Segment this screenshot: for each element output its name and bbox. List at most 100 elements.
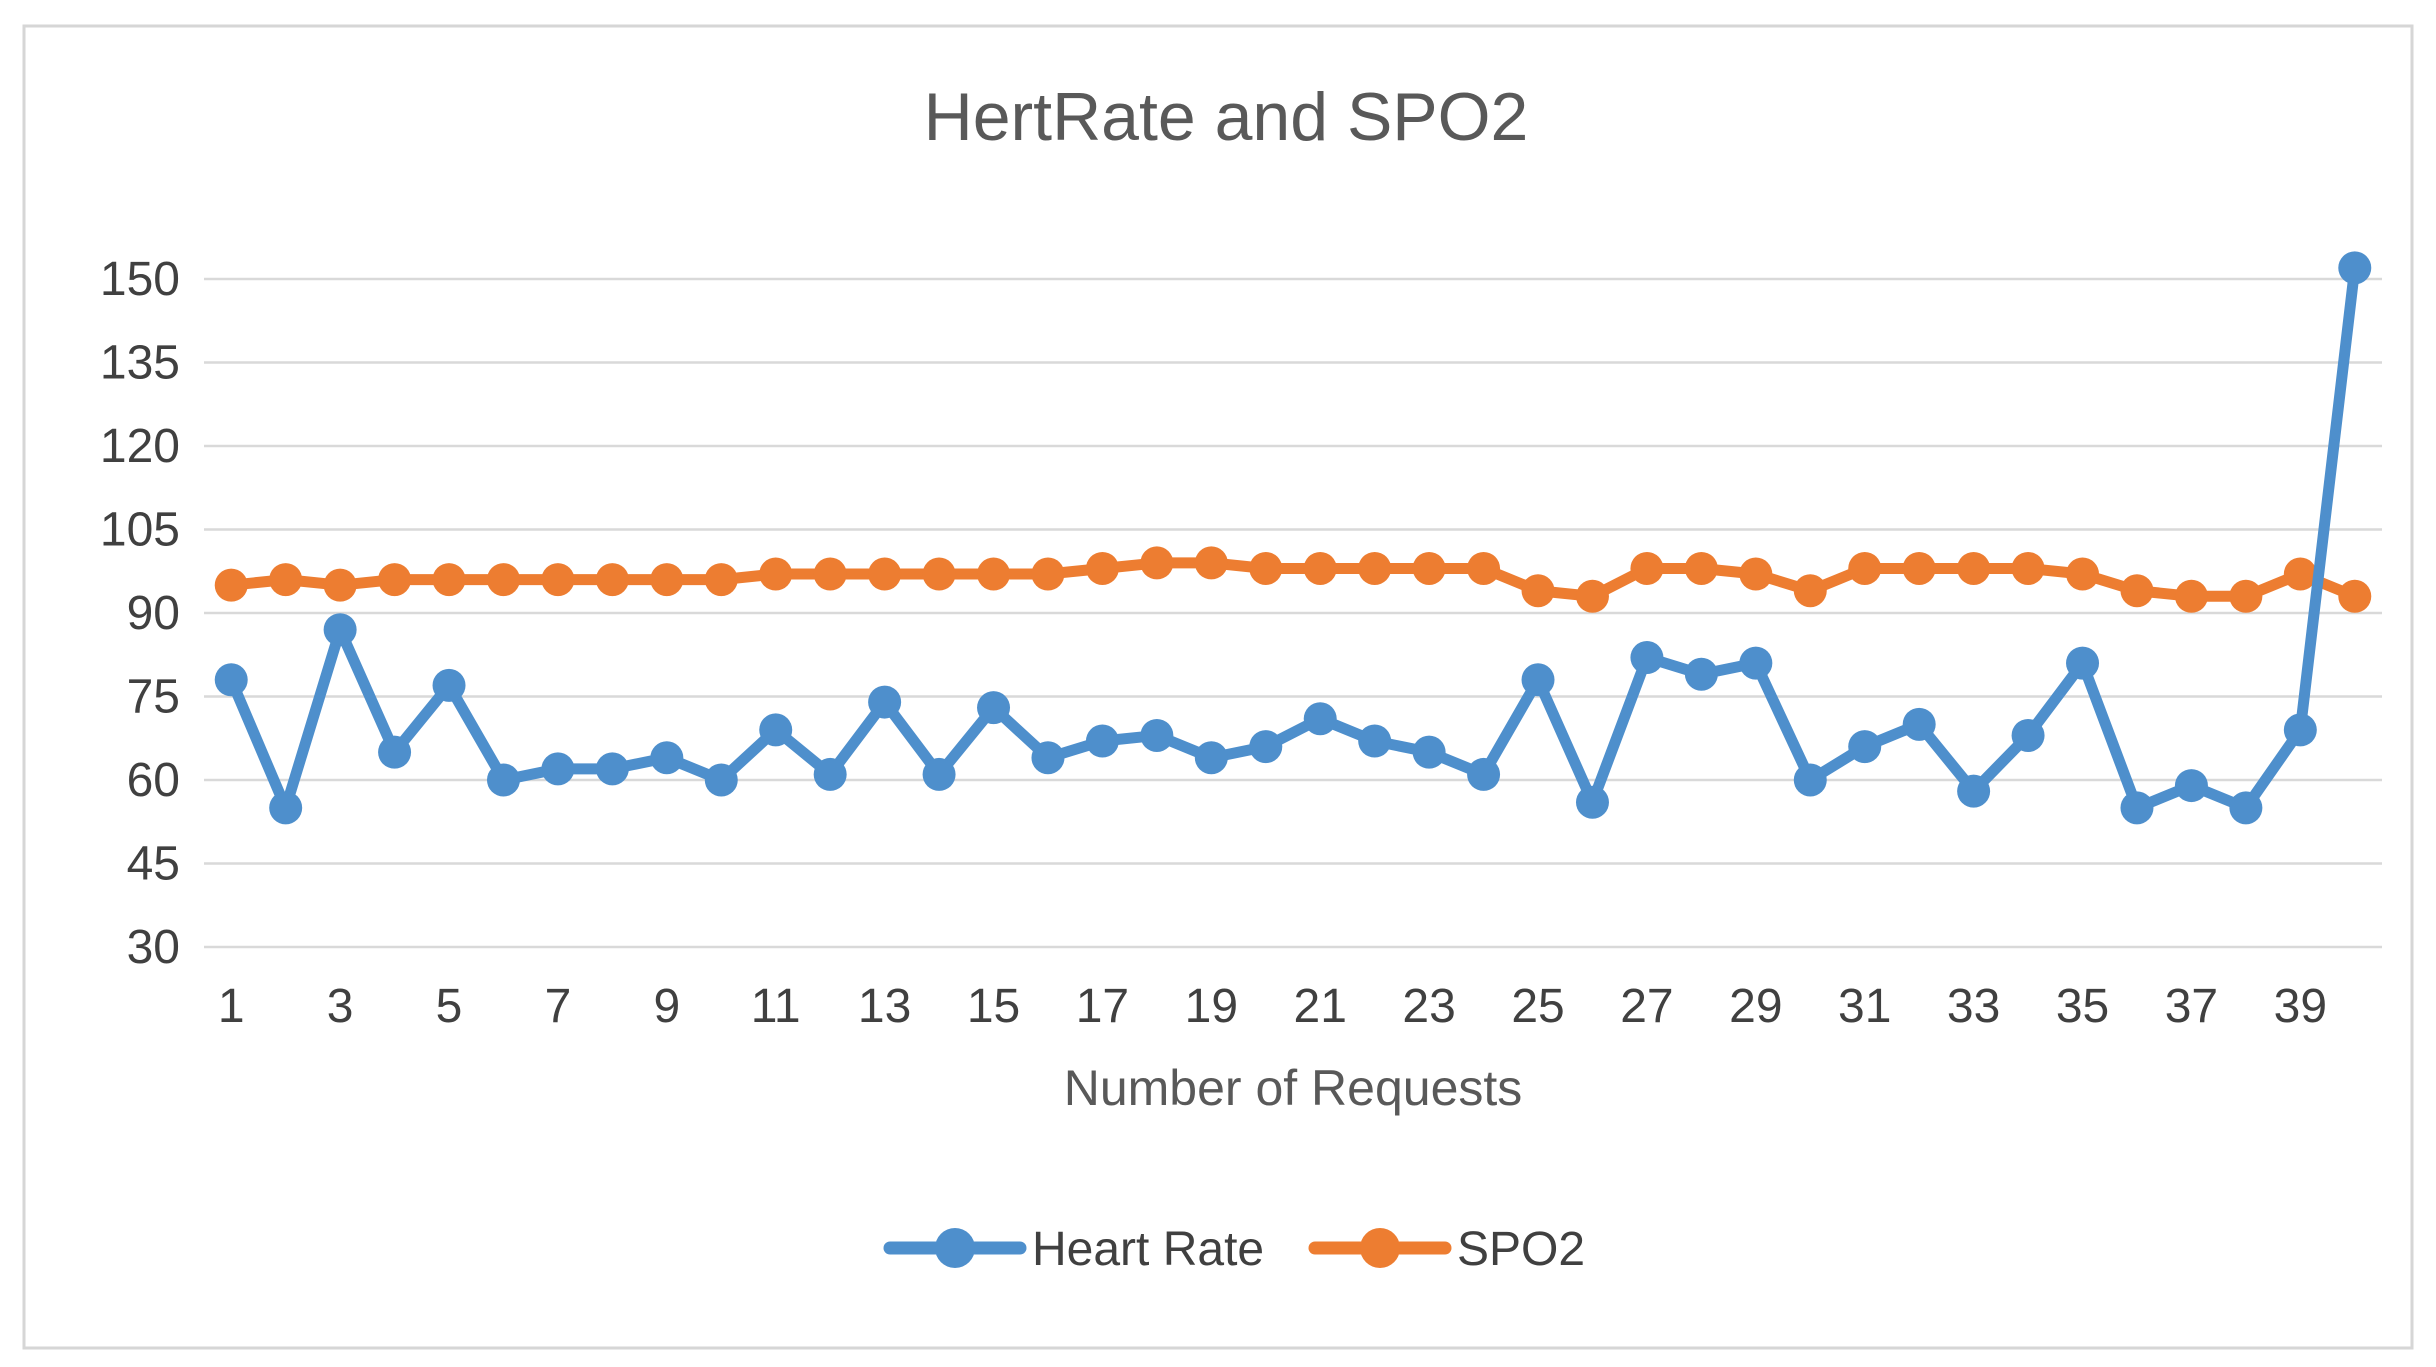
legend-item-heart-rate[interactable]: Heart Rate [883, 1223, 1264, 1276]
y-tick-label: 105 [100, 504, 180, 557]
x-tick-label: 3 [327, 980, 354, 1033]
data-point-marker-spo2 [977, 557, 1011, 591]
data-point-marker-heart-rate [2229, 791, 2263, 825]
y-tick-label: 75 [127, 671, 180, 724]
data-point-marker-spo2 [2120, 574, 2154, 608]
data-point-marker-spo2 [1249, 551, 1283, 585]
data-point-marker-spo2 [1467, 551, 1501, 585]
x-axis-title: Number of Requests [1064, 1060, 1523, 1116]
data-point-marker-heart-rate [2174, 769, 2208, 803]
legend-label-spo2: SPO2 [1457, 1223, 1585, 1276]
data-point-marker-heart-rate [813, 757, 847, 791]
x-tick-label: 39 [2274, 980, 2327, 1033]
data-point-marker-heart-rate [1303, 702, 1337, 736]
data-point-marker-spo2 [2338, 579, 2372, 613]
legend: Heart Rate SPO2 [883, 1223, 1585, 1276]
x-tick-label: 19 [1185, 980, 1238, 1033]
chart-border [22, 24, 2414, 1350]
data-point-marker-heart-rate [1630, 641, 1664, 675]
x-tick-label: 35 [2056, 980, 2109, 1033]
data-point-marker-heart-rate [323, 613, 357, 647]
data-point-marker-heart-rate [2066, 646, 2100, 680]
data-point-marker-spo2 [759, 557, 793, 591]
data-point-marker-spo2 [1902, 551, 1936, 585]
legend-item-spo2[interactable]: SPO2 [1308, 1223, 1585, 1276]
series-spo2[interactable] [214, 546, 2372, 613]
data-point-marker-spo2 [1793, 574, 1827, 608]
x-axis-tick-labels: 1 3 5 7 9 11 13 15 17 19 21 23 25 27 29 31 33 35 37 39 [218, 980, 2327, 1033]
y-tick-label: 30 [127, 921, 180, 974]
data-point-marker-spo2 [269, 563, 303, 597]
x-tick-label: 1 [218, 980, 245, 1033]
data-point-marker-spo2 [432, 563, 466, 597]
data-point-marker-heart-rate [1902, 707, 1936, 741]
data-point-marker-heart-rate [977, 691, 1011, 725]
data-point-marker-spo2 [650, 563, 684, 597]
data-point-marker-heart-rate [432, 668, 466, 702]
data-point-marker-spo2 [595, 563, 629, 597]
data-point-marker-spo2 [2066, 557, 2100, 591]
data-point-marker-spo2 [1140, 546, 1174, 580]
legend-label-heart-rate: Heart Rate [1032, 1223, 1264, 1276]
y-tick-label: 90 [127, 587, 180, 640]
data-point-marker-heart-rate [1739, 646, 1773, 680]
x-tick-label: 33 [1947, 980, 2000, 1033]
x-tick-label: 7 [545, 980, 572, 1033]
y-axis-tick-labels: 30 45 60 75 90 105 120 135 150 [100, 253, 180, 974]
data-point-marker-heart-rate [269, 791, 303, 825]
data-point-marker-spo2 [704, 563, 738, 597]
data-point-marker-heart-rate [759, 713, 793, 747]
data-point-marker-spo2 [378, 563, 412, 597]
x-tick-label: 13 [858, 980, 911, 1033]
data-point-marker-spo2 [214, 568, 248, 602]
x-tick-label: 21 [1294, 980, 1347, 1033]
y-tick-label: 120 [100, 420, 180, 473]
data-point-marker-heart-rate [1521, 663, 1555, 697]
series-line-heart-rate [225, 262, 2361, 814]
data-point-marker-spo2 [1085, 551, 1119, 585]
data-point-marker-spo2 [1739, 557, 1773, 591]
y-tick-label: 45 [127, 838, 180, 891]
x-tick-label: 5 [436, 980, 463, 1033]
series-layer [214, 251, 2372, 825]
data-point-marker-heart-rate [922, 757, 956, 791]
data-point-marker-heart-rate [2338, 251, 2372, 285]
data-point-marker-spo2 [1303, 551, 1337, 585]
data-point-marker-spo2 [2283, 557, 2317, 591]
data-point-marker-heart-rate [2283, 713, 2317, 747]
data-point-marker-heart-rate [1848, 730, 1882, 764]
y-tick-label: 135 [100, 337, 180, 390]
data-point-marker-heart-rate [650, 741, 684, 775]
data-point-marker-heart-rate [486, 763, 520, 797]
x-tick-label: 17 [1076, 980, 1129, 1033]
data-point-marker-heart-rate [1467, 757, 1501, 791]
x-tick-label: 25 [1511, 980, 1564, 1033]
x-tick-label: 27 [1620, 980, 1673, 1033]
data-point-marker-heart-rate [1358, 724, 1392, 758]
chart-title: HertRate and SPO2 [924, 79, 1529, 155]
data-point-marker-spo2 [1848, 551, 1882, 585]
x-tick-label: 15 [967, 980, 1020, 1033]
data-point-marker-spo2 [1684, 551, 1718, 585]
data-point-marker-spo2 [1412, 551, 1446, 585]
series-heart-rate[interactable] [214, 251, 2372, 825]
y-tick-label: 150 [100, 253, 180, 306]
legend-marker-spo2-icon [1360, 1228, 1400, 1268]
data-point-marker-spo2 [1194, 546, 1228, 580]
data-point-marker-heart-rate [2011, 718, 2045, 752]
data-point-marker-heart-rate [1249, 730, 1283, 764]
data-point-marker-heart-rate [1194, 741, 1228, 775]
data-point-marker-heart-rate [704, 763, 738, 797]
data-point-marker-spo2 [813, 557, 847, 591]
data-point-marker-heart-rate [2120, 791, 2154, 825]
data-point-marker-spo2 [1575, 579, 1609, 613]
data-point-marker-spo2 [1358, 551, 1392, 585]
data-point-marker-spo2 [922, 557, 956, 591]
data-point-marker-heart-rate [214, 663, 248, 697]
data-point-marker-heart-rate [378, 735, 412, 769]
data-point-marker-heart-rate [1575, 785, 1609, 819]
data-point-marker-spo2 [1521, 574, 1555, 608]
